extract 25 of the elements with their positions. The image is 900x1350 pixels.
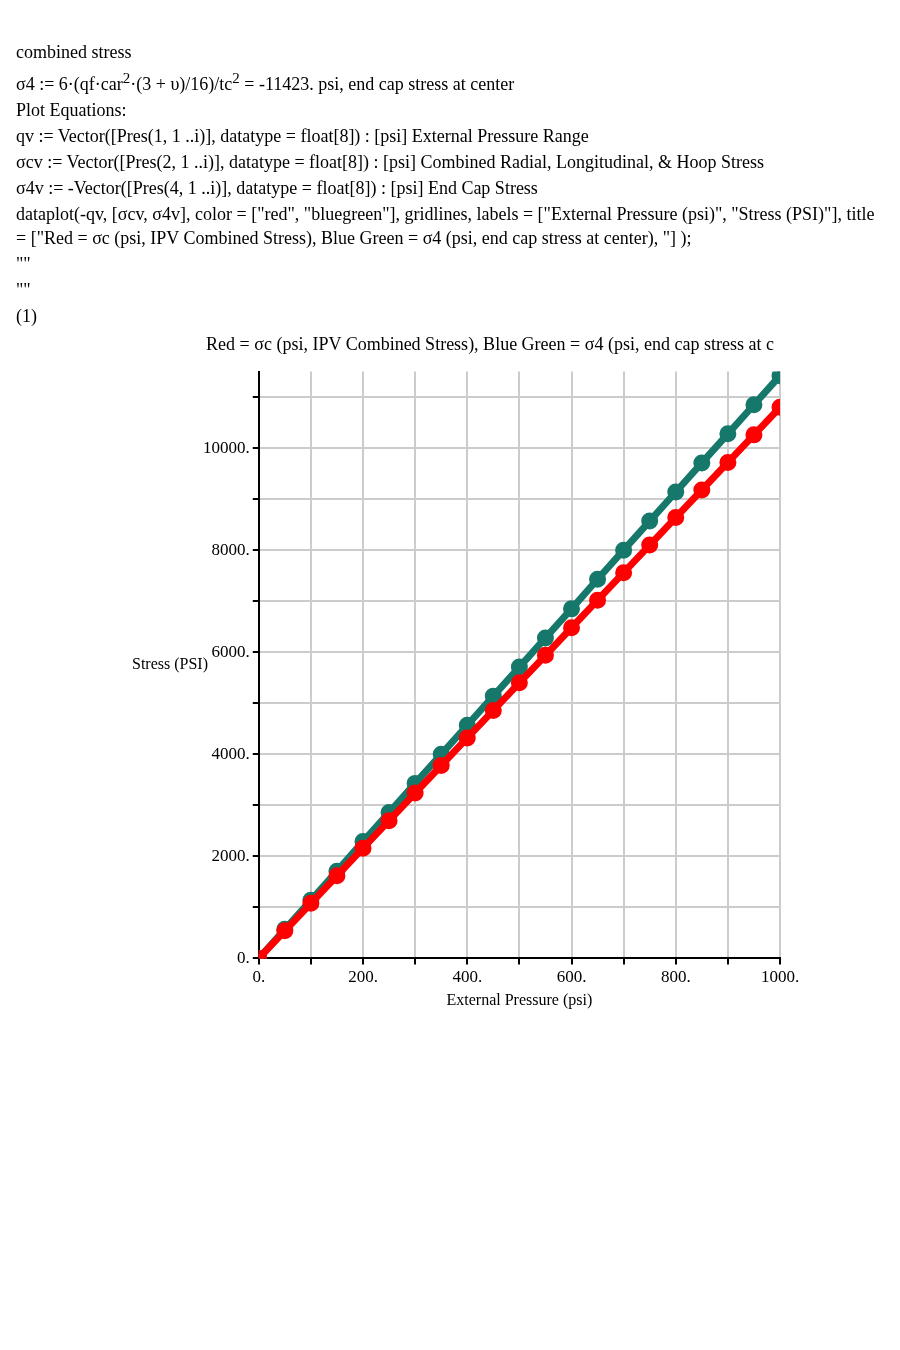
x-axis-title: External Pressure (psi) <box>446 990 593 1009</box>
text: combined stress <box>16 41 133 64</box>
text: σ4v := -Vector([Pres(4, 1 ..i)], datatype = float[8]) : [psi] End Cap Stress <box>16 177 539 200</box>
y-axis-title: Stress (PSI) <box>132 655 209 674</box>
x-tick-label: 0. <box>252 967 266 987</box>
x-tick-label: 600. <box>556 967 587 987</box>
text: Plot Equations: <box>16 99 128 122</box>
x-tick-label: 1000. <box>760 967 800 987</box>
x-tick-label: 800. <box>660 967 691 987</box>
text: "" <box>16 253 32 276</box>
y-tick-label: 2000. <box>211 845 250 865</box>
text: "" <box>16 279 32 302</box>
y-tick-label: 10000. <box>203 437 250 457</box>
text: dataplot(-qv, [σcv, σ4v], color = ["red", "bluegreen"], gridlines, labels = ["External Pressure (psi)", "Stress (PSI)"], title = ["Red = σc (psi, IPV Combined Stress), Blue Green = σ4 (psi, end cap stress at center), "] ); <box>16 203 876 250</box>
text: σ4 := 6·(qf·car$^{2}$·(3 + υ)/16)/tc$^{2}$ = -11423. psi, end cap stress at center <box>16 69 516 96</box>
y-tick-label: 6000. <box>211 641 250 661</box>
y-tick-label: 8000. <box>211 539 250 559</box>
text: σcv := Vector([Pres(2, 1 ..i)], datatype = float[8]) : [psi] Combined Radial, Longitudinal, & Hoop Stress <box>16 151 766 174</box>
y-tick-label: 4000. <box>211 743 250 763</box>
text: (1) <box>16 305 38 328</box>
text: qv := Vector([Pres(1, 1 ..i)], datatype = float[8]) : [psi] External Pressure Range <box>16 125 590 148</box>
chart-title: Red = σc (psi, IPV Combined Stress), Blue Green = σ4 (psi, end cap stress at c <box>206 333 774 355</box>
x-tick-label: 400. <box>452 967 483 987</box>
y-tick-label: 0. <box>237 947 250 967</box>
x-tick-label: 200. <box>348 967 378 987</box>
